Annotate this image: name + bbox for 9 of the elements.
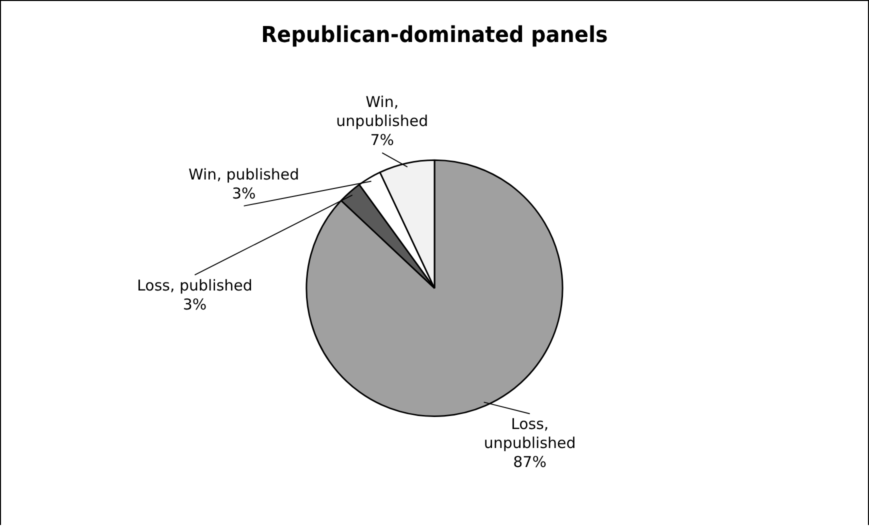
data-label: 7%: [370, 131, 394, 150]
slice-label: Loss, published: [137, 276, 252, 294]
data-label: 87%: [513, 453, 546, 472]
data-label: 3%: [232, 184, 256, 202]
data-label: 3%: [182, 295, 207, 314]
slice-label: Win, published: [188, 165, 300, 184]
chart-title: Republican-dominated panels: [261, 22, 608, 48]
slice-label: Loss, unpublished: [484, 415, 576, 452]
slice-label: Win, unpublished: [336, 93, 428, 130]
